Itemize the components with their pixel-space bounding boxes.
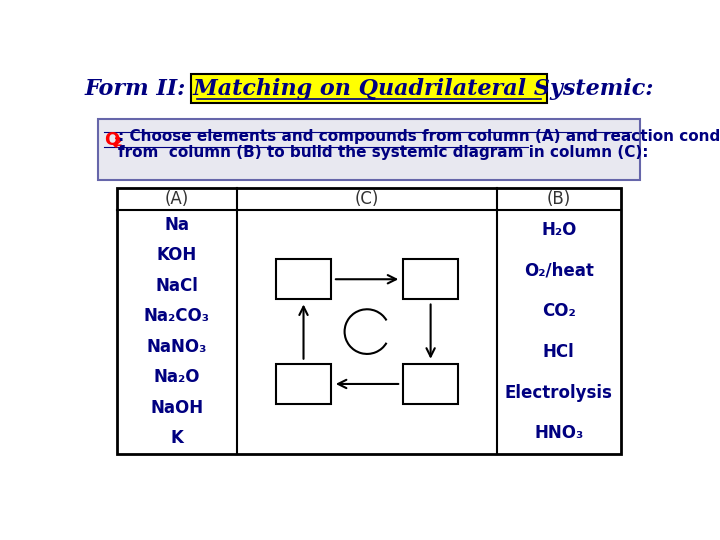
Text: Na₂O: Na₂O [153,368,200,387]
Text: 2: 2 [114,136,123,148]
Text: NaNO₃: NaNO₃ [147,338,207,356]
Text: (C): (C) [355,190,379,208]
Bar [403,259,458,299]
Text: (B): (B) [546,190,571,208]
Text: Form II: Matching on Quadrilateral Systemic:: Form II: Matching on Quadrilateral Syste… [84,78,654,100]
Text: Electrolysis: Electrolysis [505,383,613,402]
Bar [403,364,458,404]
Text: Na: Na [164,216,189,234]
Text: K: K [171,429,183,448]
Text: NaCl: NaCl [156,277,198,295]
Text: H₂O: H₂O [541,221,577,239]
Text: HCl: HCl [543,343,575,361]
Text: KOH: KOH [157,246,197,264]
Text: NaOH: NaOH [150,399,203,417]
FancyBboxPatch shape [191,74,547,103]
Text: Q: Q [104,130,120,148]
FancyBboxPatch shape [98,119,640,180]
Text: CO₂: CO₂ [542,302,576,320]
Text: (A): (A) [165,190,189,208]
Text: Na₂CO₃: Na₂CO₃ [144,307,210,325]
Text: : Choose elements and compounds from column (A) and reaction conditions: : Choose elements and compounds from col… [118,130,720,145]
Bar [117,188,621,454]
Text: from  column (B) to build the systemic diagram in column (C):: from column (B) to build the systemic di… [118,145,649,160]
Bar [276,364,330,404]
Text: O₂/heat: O₂/heat [524,261,594,280]
Bar [276,259,330,299]
Text: HNO₃: HNO₃ [534,424,583,442]
